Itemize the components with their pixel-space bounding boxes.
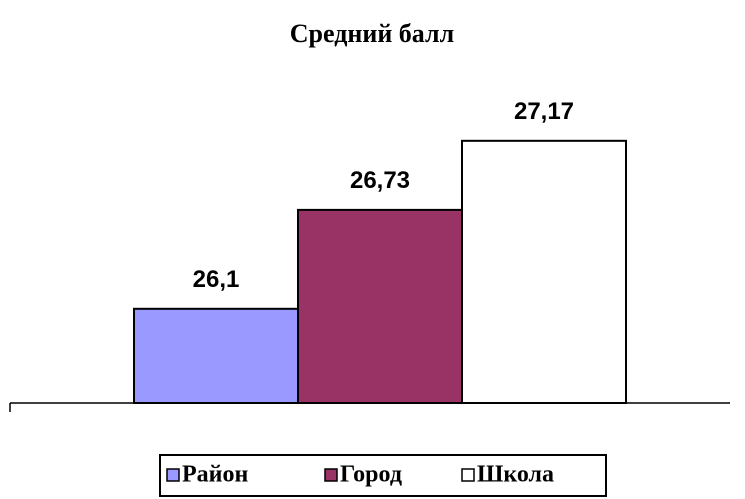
data-label: 26,73 [350,167,410,194]
legend-swatch [461,468,475,482]
legend-label: Город [340,462,402,488]
legend-swatch [166,468,180,482]
bar [133,307,299,404]
data-label: 27,17 [514,98,574,125]
bar [461,139,627,404]
data-label: 26,1 [193,266,240,293]
legend-swatch [324,468,338,482]
legend-label: Район [182,462,248,488]
bar [297,208,463,404]
legend-box [159,454,607,497]
chart-title: Средний балл [290,19,454,48]
legend-label: Школа [477,462,554,488]
